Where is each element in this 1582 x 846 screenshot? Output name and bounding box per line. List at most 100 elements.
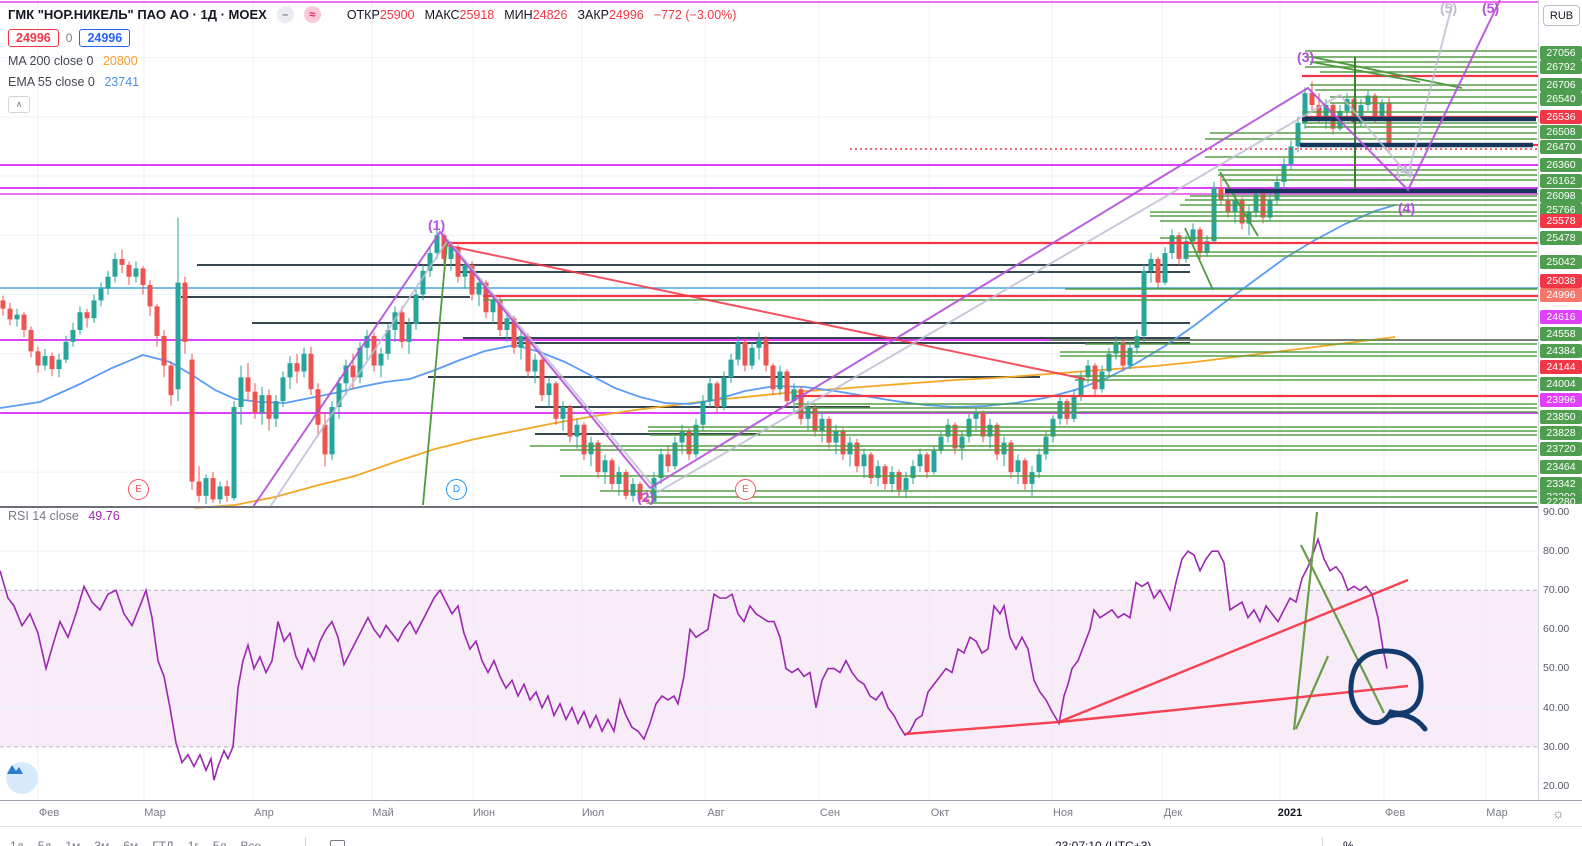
- price-axis-label: 26098: [1540, 189, 1582, 203]
- symbol-title[interactable]: ГМК "НОР.НИКЕЛЬ" ПАО АО · 1Д · MOEX: [8, 7, 267, 22]
- candle: [1358, 105, 1364, 123]
- collapse-legend-button[interactable]: ∧: [8, 96, 30, 113]
- candle: [469, 264, 475, 295]
- hide-indicator-icon[interactable]: –: [276, 6, 294, 23]
- candle: [490, 300, 496, 313]
- time-axis-month[interactable]: Мар: [144, 807, 166, 819]
- rsi-green-trendline[interactable]: [1294, 655, 1330, 730]
- ema55-legend[interactable]: EMA 55 close 0 23741: [8, 75, 140, 89]
- green-trendline[interactable]: [1184, 227, 1214, 291]
- candle: [168, 365, 174, 396]
- candle: [756, 339, 762, 348]
- candle: [14, 314, 20, 320]
- range-button[interactable]: Все: [240, 839, 262, 846]
- candle: [1218, 187, 1224, 200]
- calendar-icon[interactable]: [330, 840, 345, 846]
- percent-scale-button[interactable]: %: [1343, 839, 1354, 846]
- rsi-green-trendline[interactable]: [1300, 544, 1385, 714]
- candle: [56, 359, 62, 370]
- candle: [546, 383, 552, 396]
- rsi-axis-label: 30.00: [1543, 741, 1570, 753]
- green-trendline[interactable]: [1311, 56, 1463, 89]
- green-trendline[interactable]: [1311, 61, 1421, 83]
- range-button[interactable]: 5л: [212, 839, 227, 846]
- time-axis-month[interactable]: Окт: [930, 807, 950, 819]
- earnings-badge[interactable]: E: [128, 479, 149, 500]
- range-button[interactable]: 5д: [37, 839, 52, 846]
- time-axis-month[interactable]: Авг: [707, 807, 725, 819]
- candle: [1064, 401, 1070, 419]
- candle: [665, 454, 671, 467]
- candle: [588, 442, 594, 455]
- price-axis-label: 24144: [1540, 360, 1582, 374]
- candle: [245, 377, 251, 392]
- candle: [784, 371, 790, 402]
- candle: [525, 335, 531, 372]
- candles-layer: [0, 81, 1392, 505]
- range-button[interactable]: 3м: [94, 839, 110, 846]
- candle: [1295, 122, 1301, 147]
- candle: [819, 418, 825, 431]
- dividend-badge[interactable]: D: [446, 479, 467, 500]
- session-settings-icon[interactable]: ☼: [1552, 805, 1565, 821]
- ma200-legend[interactable]: MA 200 close 0 20800: [8, 54, 138, 68]
- candle: [574, 424, 580, 437]
- candle: [294, 363, 300, 372]
- gray-wave-label: (5): [1440, 0, 1457, 16]
- rsi-legend[interactable]: RSI 14 close 49.76: [8, 509, 120, 523]
- red-trendline[interactable]: [444, 244, 1086, 380]
- candle: [1148, 258, 1154, 271]
- candle: [280, 377, 286, 402]
- range-button[interactable]: ГТД: [152, 839, 174, 846]
- price-axis[interactable]: RUB 27056 26792 26706 26540 26536 26508 26470 2…: [1538, 0, 1582, 800]
- time-axis-month[interactable]: Фев: [38, 807, 60, 819]
- price-axis-label: 26536: [1540, 110, 1582, 124]
- candle: [1323, 105, 1329, 117]
- green-trendline[interactable]: [422, 241, 448, 506]
- candle: [1309, 93, 1315, 106]
- purple-wave-line[interactable]: [252, 0, 1501, 508]
- time-axis-month[interactable]: Июн: [472, 807, 496, 819]
- price-axis-label: 26508: [1540, 125, 1582, 139]
- ask-price-box[interactable]: 24996: [79, 29, 131, 47]
- candle: [931, 450, 937, 473]
- currency-button[interactable]: RUB: [1543, 5, 1580, 26]
- time-axis-month[interactable]: Дек: [1163, 807, 1183, 819]
- earnings-badge[interactable]: E: [735, 479, 756, 500]
- bid-price-box[interactable]: 24996: [8, 29, 59, 47]
- green-trendline[interactable]: [1219, 171, 1259, 237]
- clock-time[interactable]: 23:07:10 (UTC+3): [1055, 839, 1152, 846]
- candle: [602, 460, 608, 473]
- hand-drawn-circle[interactable]: [1348, 648, 1424, 726]
- time-axis-month[interactable]: 2021: [1277, 807, 1303, 819]
- range-button[interactable]: 1г: [187, 839, 199, 846]
- gray-wave-line[interactable]: [269, 4, 1453, 508]
- candle: [196, 481, 202, 496]
- time-axis-month[interactable]: Май: [372, 807, 394, 819]
- bottom-toolbar: 1д 5д 1м 3м 6м ГТД 1г 5л Все 23:07:10 (UTC+3) %: [0, 826, 1582, 846]
- hand-drawn-circle[interactable]: [1387, 712, 1428, 732]
- range-button[interactable]: 1м: [65, 839, 81, 846]
- time-axis-month[interactable]: Мар: [1486, 807, 1508, 819]
- range-button[interactable]: 1д: [10, 839, 24, 846]
- candle: [406, 324, 412, 342]
- ema55-value: 23741: [104, 75, 140, 89]
- time-axis-month[interactable]: Июл: [581, 807, 605, 819]
- candle: [231, 406, 237, 499]
- approx-data-icon[interactable]: ≈: [303, 6, 321, 23]
- candle: [308, 353, 314, 390]
- tradingview-logo[interactable]: [6, 762, 38, 794]
- time-axis-month[interactable]: Сен: [819, 807, 841, 819]
- time-axis[interactable]: Фев Мар Апр Май Июн Июл Авг Сен Окт Ноя Дек 2021 Фев…: [0, 800, 1582, 827]
- range-button[interactable]: 6м: [123, 839, 139, 846]
- time-axis-month[interactable]: Апр: [254, 807, 274, 819]
- range-selector[interactable]: 1д 5д 1м 3м 6м ГТД 1г 5л Все: [10, 839, 261, 846]
- rsi-axis-label: 50.00: [1543, 662, 1570, 674]
- gray-wave-label: (4): [1396, 162, 1413, 178]
- candle: [462, 264, 468, 277]
- candle: [700, 401, 706, 425]
- time-axis-month[interactable]: Фев: [1384, 807, 1406, 819]
- time-axis-month[interactable]: Ноя: [1052, 807, 1074, 819]
- candle: [0, 300, 6, 309]
